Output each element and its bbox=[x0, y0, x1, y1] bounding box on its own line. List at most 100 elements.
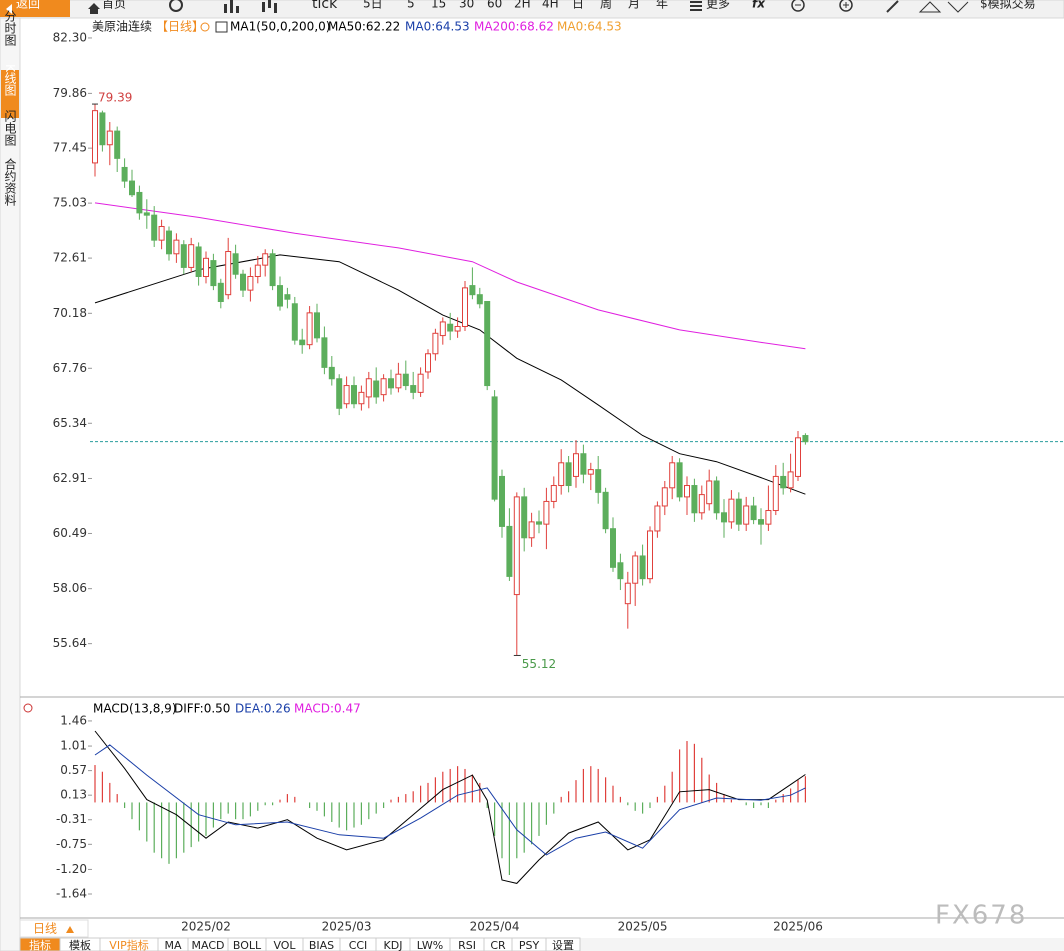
candle-body bbox=[676, 462, 683, 498]
more-icon bbox=[690, 1, 702, 11]
bottom-tab[interactable] bbox=[545, 937, 581, 951]
toolbar bbox=[0, 0, 1064, 19]
settings-icon[interactable] bbox=[23, 703, 33, 713]
candle-icon[interactable] bbox=[262, 0, 277, 13]
candle-body bbox=[106, 130, 113, 146]
bottom-tab-label[interactable]: MA bbox=[164, 939, 181, 951]
bottom-tab-label[interactable]: VIP指标 bbox=[109, 938, 148, 951]
candle-body bbox=[402, 373, 409, 387]
candle-body bbox=[166, 230, 172, 255]
formula-icon[interactable]: fx bbox=[752, 0, 766, 11]
candle-body bbox=[143, 212, 150, 216]
period-60[interactable]: 60 bbox=[487, 0, 502, 11]
candle-body bbox=[617, 562, 624, 580]
candle-body bbox=[684, 485, 690, 498]
legend-item: DEA:0.26 bbox=[235, 702, 291, 716]
zoom-out[interactable] bbox=[791, 0, 805, 12]
legend-item: MA50:62.22 bbox=[328, 20, 400, 34]
candle-body bbox=[447, 323, 454, 332]
bottom-tab-label[interactable]: LW% bbox=[417, 939, 443, 951]
draw-icon[interactable] bbox=[886, 0, 899, 13]
bottom-tab-label[interactable]: 模板 bbox=[69, 938, 91, 951]
candle-body bbox=[262, 253, 269, 266]
bottom-tab-label[interactable]: VOL bbox=[273, 939, 296, 951]
down-icon[interactable] bbox=[947, 1, 969, 13]
candle-body bbox=[314, 312, 320, 339]
legend-item: MA1(50,0,200,0) bbox=[230, 20, 330, 34]
candle-body bbox=[291, 303, 298, 341]
x-tick-label: 2025/05 bbox=[618, 920, 668, 934]
candle-body bbox=[121, 166, 128, 182]
period-arrow bbox=[66, 926, 74, 933]
legend-item: MA0:64.53 bbox=[405, 20, 470, 34]
candle-body bbox=[728, 498, 735, 523]
period-15[interactable]: 15 bbox=[431, 0, 446, 11]
candle-body bbox=[506, 525, 513, 577]
period-week[interactable]: 周 bbox=[600, 0, 612, 11]
candle-body bbox=[306, 312, 313, 346]
candle-body bbox=[158, 226, 165, 241]
y-tick-label: 65.34 bbox=[53, 416, 87, 430]
candle-body bbox=[395, 373, 402, 389]
tick-button[interactable]: tick bbox=[312, 0, 338, 12]
back-button[interactable] bbox=[0, 0, 70, 17]
bottom-tab-label[interactable]: CR bbox=[490, 939, 506, 951]
candle-body bbox=[247, 276, 254, 291]
back-label[interactable]: 返回 bbox=[16, 0, 40, 11]
candle-body bbox=[188, 244, 195, 268]
side-tab[interactable]: 分时图 bbox=[3, 10, 17, 46]
y-tick-label: 67.76 bbox=[53, 361, 87, 375]
candle-body bbox=[476, 294, 483, 305]
more-button[interactable]: 更多 bbox=[706, 0, 730, 11]
candle-body bbox=[795, 437, 801, 477]
period-day[interactable]: 日 bbox=[572, 0, 584, 11]
legend-icon bbox=[215, 21, 228, 33]
period-2h[interactable]: 2H bbox=[514, 0, 531, 11]
candle-body bbox=[573, 453, 579, 477]
period-tab-label[interactable]: 日线 bbox=[33, 922, 57, 936]
x-tick-label: 2025/06 bbox=[773, 920, 823, 934]
candle-body bbox=[92, 110, 98, 164]
period-year[interactable]: 年 bbox=[656, 0, 668, 11]
bottom-tab-label[interactable]: RSI bbox=[458, 939, 476, 951]
candle-body bbox=[136, 191, 143, 214]
y-tick-label: 0.57 bbox=[60, 763, 87, 777]
candle-body bbox=[647, 530, 653, 580]
bottom-tab-label[interactable]: BOLL bbox=[233, 939, 262, 951]
side-tab[interactable]: K线图 bbox=[3, 64, 17, 96]
refresh-icon[interactable] bbox=[169, 0, 183, 12]
candle-body bbox=[99, 112, 106, 146]
period-30[interactable]: 30 bbox=[459, 0, 474, 11]
side-tab[interactable]: 合约资料 bbox=[3, 157, 17, 206]
candle-body bbox=[558, 462, 565, 487]
zoom-in[interactable] bbox=[839, 0, 853, 12]
bottom-tab-label[interactable]: PSY bbox=[519, 939, 540, 951]
home-label[interactable]: 首页 bbox=[102, 0, 126, 11]
sim-trade[interactable]: $模拟交易 bbox=[980, 0, 1036, 11]
period-5[interactable]: 5 bbox=[407, 0, 415, 11]
period-5d[interactable]: 5日 bbox=[363, 0, 383, 11]
period-month[interactable]: 月 bbox=[628, 0, 640, 11]
period-4h[interactable]: 4H bbox=[542, 0, 559, 11]
up-icon[interactable] bbox=[918, 1, 942, 13]
side-tab[interactable]: 闪电图 bbox=[3, 110, 17, 146]
y-tick-label: 79.86 bbox=[53, 86, 87, 100]
bottom-tab-label[interactable]: KDJ bbox=[384, 939, 403, 951]
bottom-tab-label[interactable]: CCI bbox=[349, 939, 368, 951]
chart-icon[interactable] bbox=[224, 0, 239, 13]
candle-body bbox=[203, 257, 209, 278]
bottom-tab-label[interactable]: BIAS bbox=[309, 939, 334, 951]
candle-body bbox=[321, 337, 328, 368]
candle-body bbox=[780, 475, 787, 489]
candle-body bbox=[454, 325, 461, 332]
bottom-tab-label[interactable]: 设置 bbox=[552, 939, 574, 951]
bottom-tab-label[interactable]: MACD bbox=[192, 939, 225, 951]
indicator-line bbox=[94, 730, 806, 884]
candle-body bbox=[439, 321, 446, 337]
y-tick-label: 0.13 bbox=[60, 788, 87, 802]
indicator-line bbox=[94, 744, 806, 856]
bottom-tab-label[interactable]: 指标 bbox=[29, 938, 51, 951]
y-tick-label: -0.75 bbox=[56, 837, 87, 851]
candle-body bbox=[217, 282, 224, 302]
